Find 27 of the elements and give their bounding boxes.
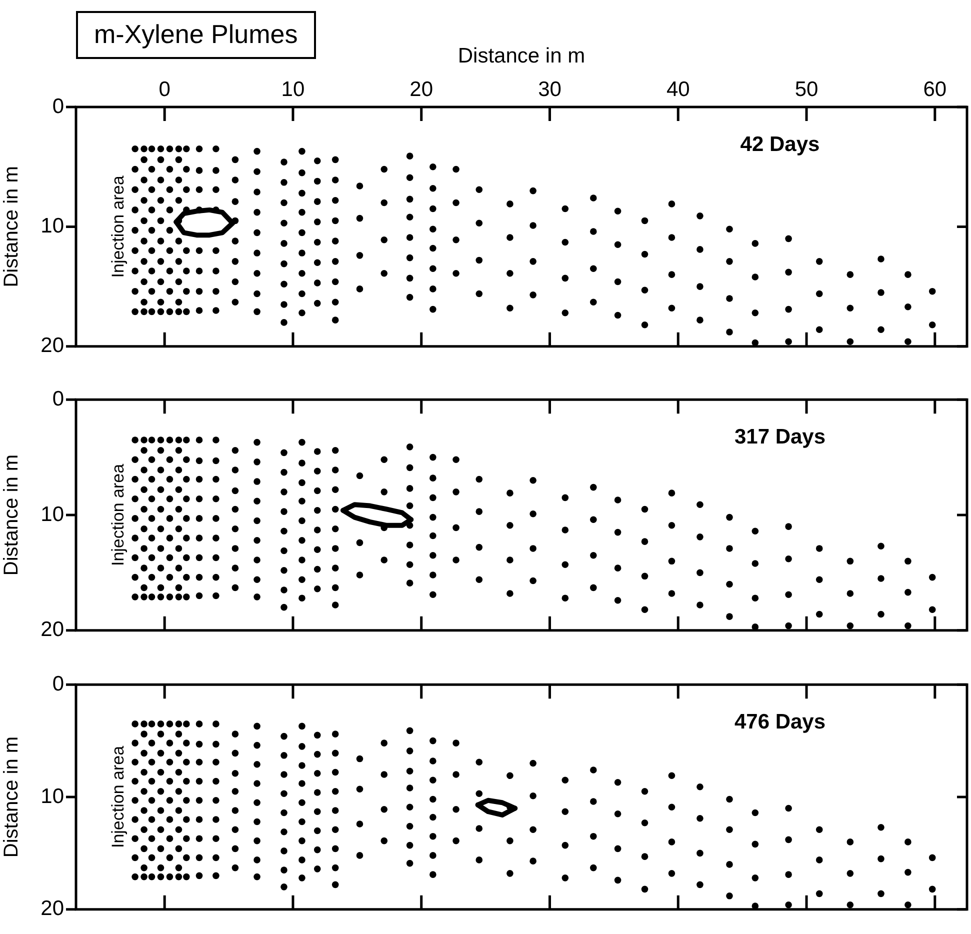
annotation: Injection area — [108, 463, 128, 566]
annotation: Injection area — [108, 745, 128, 848]
y-tick-label: 20 — [40, 897, 64, 920]
annotation: 42 Days — [740, 132, 820, 156]
y-tick-label: 0 — [52, 672, 64, 696]
y-axis-title: Distance in m — [0, 736, 23, 858]
y-tick-label: 0 — [52, 387, 64, 410]
y-tick-label: 0 — [52, 94, 64, 118]
x-axis-title: Distance in m — [458, 44, 586, 68]
annotation: 317 Days — [734, 425, 826, 448]
y-tick-label: 20 — [40, 334, 64, 358]
x-tick-label: 40 — [666, 78, 690, 102]
x-tick-label: 30 — [538, 78, 562, 102]
annotation: 476 Days — [734, 710, 826, 734]
y-tick-label: 10 — [40, 502, 64, 526]
x-tick-label: 10 — [281, 78, 305, 102]
x-tick-label: 20 — [410, 78, 434, 102]
y-tick-label: 10 — [40, 214, 64, 238]
annotation: Injection area — [108, 175, 128, 278]
y-axis-title: Distance in m — [0, 454, 23, 576]
y-tick-label: 10 — [40, 784, 64, 808]
x-tick-label: 60 — [923, 78, 947, 102]
y-axis-title: Distance in m — [0, 166, 23, 288]
x-tick-label: 50 — [794, 78, 818, 102]
y-tick-label: 20 — [40, 618, 64, 642]
chart-title: m-Xylene Plumes — [76, 11, 316, 59]
x-tick-label: 0 — [158, 78, 170, 102]
